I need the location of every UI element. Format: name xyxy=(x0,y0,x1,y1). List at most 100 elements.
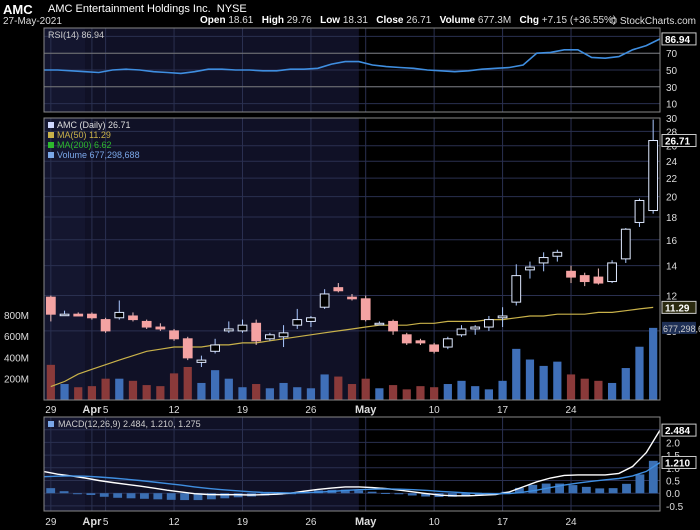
volume-bar xyxy=(60,384,69,400)
macd-hist-bar xyxy=(140,493,149,499)
volume-bar xyxy=(265,388,274,400)
price-border xyxy=(43,117,661,401)
macd-hist-bar xyxy=(113,493,123,498)
candle xyxy=(470,325,481,335)
volume-bar xyxy=(87,386,97,400)
volume-bar xyxy=(594,380,603,400)
volume-bar xyxy=(621,368,630,400)
price-ytick: 18 xyxy=(666,213,678,224)
candle xyxy=(210,338,220,354)
macd-hist-bar xyxy=(46,488,56,494)
macd-hist-bar xyxy=(193,493,203,501)
candle-body xyxy=(292,319,303,326)
candle-body xyxy=(251,322,262,342)
candle xyxy=(511,264,522,306)
candle-body xyxy=(333,287,344,292)
volume-bar xyxy=(649,327,658,400)
macd-x-label: 24 xyxy=(565,517,577,528)
macd-hist-bar xyxy=(514,487,524,494)
price-band-mar xyxy=(44,118,92,400)
candle xyxy=(306,315,316,328)
macd-hist-bar xyxy=(166,493,176,500)
macd-hist-bar xyxy=(622,483,631,494)
rsi-last-value-box xyxy=(661,32,697,46)
macd-x-label: 12 xyxy=(168,517,180,528)
price-x-label: 24 xyxy=(565,405,577,416)
macd-legend-swatch xyxy=(48,421,54,427)
candle xyxy=(579,272,590,287)
candle-body xyxy=(497,315,508,319)
rsi-ytick: 70 xyxy=(666,49,678,60)
ma50-last-value: 11.29 xyxy=(665,303,690,314)
macd-hist-bar xyxy=(581,486,591,494)
macd-hist-bar xyxy=(73,493,82,495)
macd-x-label: May xyxy=(355,516,377,528)
volume-bar xyxy=(525,359,535,400)
volume-bar xyxy=(566,374,576,400)
volume-bar xyxy=(471,386,480,400)
volume-bar xyxy=(416,386,425,400)
price-x-label: Apr xyxy=(82,404,102,416)
volume-bar xyxy=(334,376,343,400)
candle xyxy=(128,312,138,322)
macd-hist-bar xyxy=(287,493,297,495)
price-x-label: 19 xyxy=(237,405,249,416)
rsi-line xyxy=(44,38,661,75)
stockcharts-watermark: © StockCharts.com xyxy=(609,16,696,27)
macd-band-mar xyxy=(44,417,92,511)
candle xyxy=(484,315,494,331)
candle xyxy=(442,336,453,350)
rsi-ytick: 50 xyxy=(666,66,678,77)
volume-bar xyxy=(115,378,124,400)
candle xyxy=(347,293,357,301)
rsi-ytick: 10 xyxy=(666,100,678,111)
volume-bar xyxy=(320,374,329,400)
volume-last-value: 677,298,688 xyxy=(663,324,700,334)
volume-bar xyxy=(539,365,548,400)
candle-body xyxy=(182,338,193,359)
volume-bar xyxy=(46,364,55,400)
candle-body xyxy=(114,311,125,319)
macd-x-label: 17 xyxy=(497,517,509,528)
candle xyxy=(182,336,193,361)
macd-line xyxy=(43,429,661,497)
volume-ytick: 600M xyxy=(4,332,29,343)
rsi-border xyxy=(43,27,661,113)
price-x-label: 12 xyxy=(168,405,180,416)
candle-body xyxy=(210,344,220,352)
macd-legend: MACD(12,26,9) 2.484, 1.210, 1.275 xyxy=(58,419,201,429)
price-x-label: 10 xyxy=(429,405,441,416)
candle-body xyxy=(456,328,467,336)
candle-body xyxy=(525,266,535,271)
macd-hist-bar xyxy=(180,493,190,501)
volume-bar xyxy=(430,387,439,400)
macd-panel: -0.50.00.51.01.52.02.5MACD(12,26,9) 2.48… xyxy=(43,416,697,528)
candle-body xyxy=(73,313,84,317)
volume-bar xyxy=(498,380,507,400)
price-ytick: 14 xyxy=(666,262,678,273)
candle-body xyxy=(607,262,617,283)
volume-bar xyxy=(347,384,357,400)
volume-bar xyxy=(169,373,179,400)
candle-body xyxy=(155,326,166,330)
volume-bar xyxy=(375,388,384,400)
candle-body xyxy=(470,326,481,330)
volume-bar xyxy=(306,388,316,400)
volume-bar xyxy=(607,382,617,400)
candle-body xyxy=(566,270,576,278)
ma50-line xyxy=(50,306,654,388)
volume-bar xyxy=(238,387,247,400)
candle xyxy=(388,319,398,335)
candle xyxy=(196,355,207,367)
candle xyxy=(429,342,440,354)
price-x-label: 29 xyxy=(45,405,57,416)
candle xyxy=(45,295,56,322)
macd-band-may xyxy=(358,417,660,511)
volume-bar xyxy=(101,378,110,400)
macd-hist-bar xyxy=(354,490,364,494)
candle xyxy=(264,332,275,341)
rsi-ytick: 30 xyxy=(666,83,678,94)
candle-body xyxy=(552,251,563,257)
macd-hist-bar xyxy=(461,493,471,497)
